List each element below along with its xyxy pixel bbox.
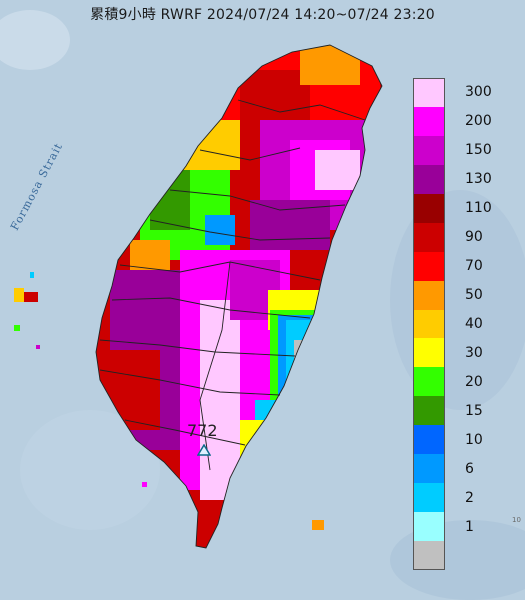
legend-label: 150 xyxy=(465,142,492,159)
legend-label: 110 xyxy=(465,200,492,217)
county-boundaries xyxy=(95,44,383,549)
legend-label: 90 xyxy=(465,229,483,246)
max-rainfall-label: 772 xyxy=(187,421,218,440)
legend-label: 15 xyxy=(465,402,483,419)
legend-label: 200 xyxy=(465,113,492,130)
legend-label: 70 xyxy=(465,258,483,275)
offshore-echoes xyxy=(14,272,324,530)
legend-swatch xyxy=(413,222,445,252)
map-title: 累積9小時 RWRF 2024/07/24 14:20~07/24 23:20 xyxy=(90,7,435,23)
legend-label: 50 xyxy=(465,287,483,304)
legend-label: 2 xyxy=(465,489,474,506)
legend-frame xyxy=(413,78,445,570)
legend-label: 10 xyxy=(465,431,483,448)
legend-swatch xyxy=(413,135,445,165)
legend-label: 6 xyxy=(465,460,474,477)
legend-label: 300 xyxy=(465,84,492,101)
legend-label: 1 xyxy=(465,518,474,535)
cloud-patch xyxy=(0,10,70,70)
triangle-marker-icon xyxy=(197,444,211,456)
legend-label: 130 xyxy=(465,171,492,188)
cloud-patch xyxy=(390,190,525,410)
legend-label: 30 xyxy=(465,344,483,361)
legend-label: 20 xyxy=(465,373,483,390)
edge-label: 10 xyxy=(512,516,521,524)
cloud-patch xyxy=(20,410,160,530)
legend-label: 40 xyxy=(465,316,483,332)
legend-swatch xyxy=(413,193,445,223)
